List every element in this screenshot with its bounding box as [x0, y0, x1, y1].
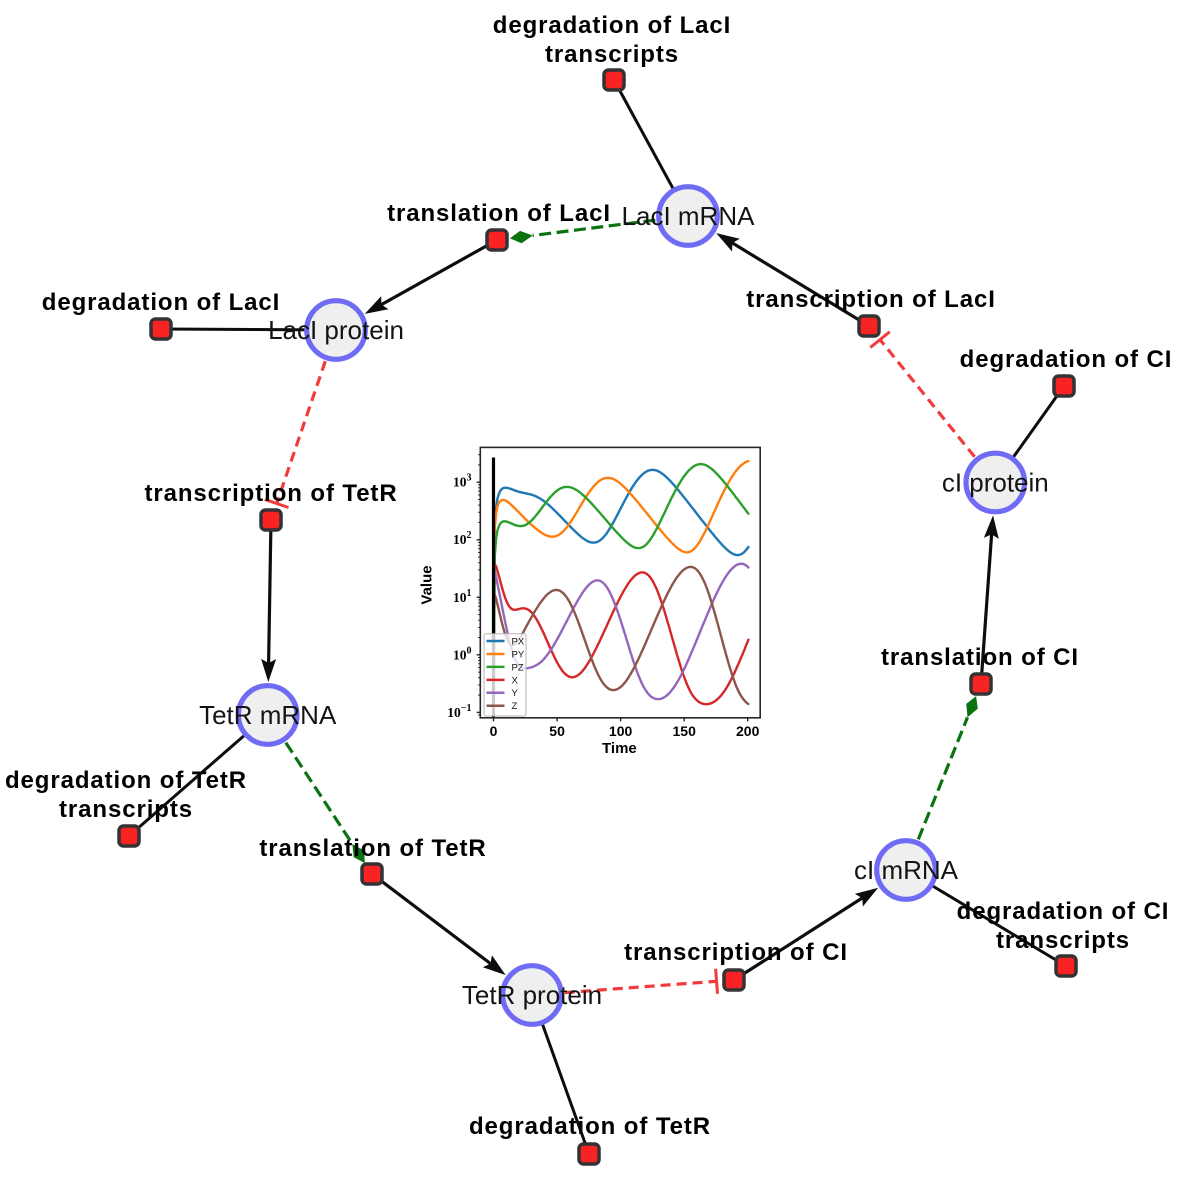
svg-text:TetR mRNA: TetR mRNA — [199, 700, 337, 730]
svg-text:TetR protein: TetR protein — [462, 980, 602, 1010]
svg-text:0: 0 — [490, 723, 498, 739]
svg-text:transcripts: transcripts — [545, 41, 679, 68]
svg-text:degradation of CI: degradation of CI — [960, 346, 1173, 373]
svg-text:transcription of CI: transcription of CI — [624, 939, 848, 966]
svg-text:degradation of CI: degradation of CI — [957, 898, 1170, 925]
svg-text:degradation of TetR: degradation of TetR — [5, 767, 247, 794]
svg-text:PY: PY — [512, 649, 525, 660]
svg-text:200: 200 — [736, 723, 760, 739]
svg-text:Value: Value — [419, 565, 436, 604]
svg-text:PZ: PZ — [512, 662, 524, 673]
svg-text:transcription of TetR: transcription of TetR — [144, 480, 397, 507]
svg-text:50: 50 — [549, 723, 565, 739]
svg-text:transcripts: transcripts — [59, 796, 193, 823]
svg-text:degradation of TetR: degradation of TetR — [469, 1113, 711, 1140]
svg-text:cI protein: cI protein — [942, 468, 1049, 498]
svg-text:translation of TetR: translation of TetR — [259, 835, 486, 862]
svg-text:transcription of LacI: transcription of LacI — [746, 286, 996, 313]
svg-text:degradation of LacI: degradation of LacI — [493, 12, 731, 39]
svg-text:translation of LacI: translation of LacI — [387, 200, 611, 227]
svg-text:Z: Z — [512, 701, 518, 712]
svg-text:LacI protein: LacI protein — [268, 315, 404, 345]
svg-text:X: X — [512, 675, 519, 686]
svg-text:translation of CI: translation of CI — [881, 644, 1079, 671]
svg-text:cI mRNA: cI mRNA — [854, 855, 959, 885]
svg-text:Y: Y — [512, 688, 519, 699]
svg-text:PX: PX — [512, 636, 525, 647]
svg-text:degradation of LacI: degradation of LacI — [42, 289, 280, 316]
svg-text:100: 100 — [609, 723, 633, 739]
svg-text:LacI mRNA: LacI mRNA — [622, 201, 756, 231]
svg-text:150: 150 — [673, 723, 697, 739]
svg-text:Time: Time — [602, 740, 637, 757]
svg-text:transcripts: transcripts — [996, 927, 1130, 954]
